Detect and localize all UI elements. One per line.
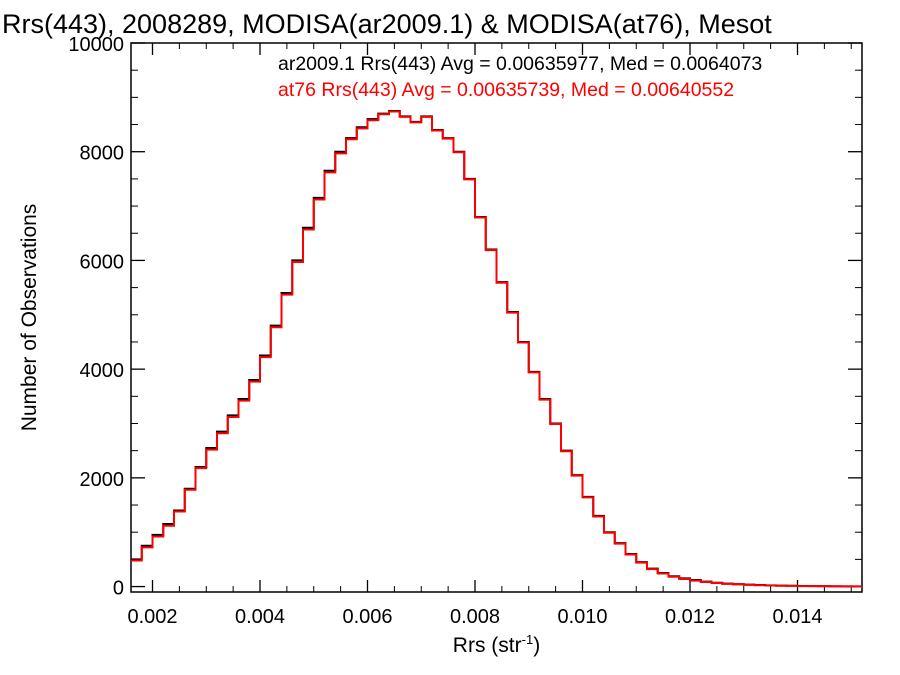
x-axis-ticks: 0.002 0.004 0.006 0.008 0.010 0.012 0.014 [127,43,852,628]
y-axis-ticks: 0 2000 4000 6000 8000 10000 [68,34,862,600]
chart-title: Rrs(443), 2008289, MODISA(ar2009.1) & MO… [2,9,772,39]
x-tick-label: 0.002 [127,606,177,628]
y-tick-label: 10000 [68,34,124,56]
x-tick-label: 0.012 [665,606,715,628]
plot-frame [130,42,863,593]
series-ar2009-line [131,109,862,588]
x-tick-label: 0.006 [342,606,392,628]
y-tick-label: 6000 [80,251,125,273]
x-axis-label: Rrs (str-1) [453,632,540,657]
x-tick-label: 0.004 [235,606,285,628]
series-at76-line [131,110,862,588]
x-axis-label-close: ) [533,634,540,657]
annotation-ar2009: ar2009.1 Rrs(443) Avg = 0.00635977, Med … [278,53,762,75]
annotation-at76: at76 Rrs(443) Avg = 0.00635739, Med = 0.… [278,79,734,101]
y-tick-label: 2000 [80,469,125,491]
y-tick-label: 4000 [80,360,125,382]
x-tick-label: 0.010 [557,606,607,628]
y-tick-label: 0 [113,578,124,600]
x-tick-label: 0.014 [772,606,822,628]
x-tick-label: 0.008 [450,606,500,628]
x-axis-label-main: Rrs (str [453,634,522,657]
y-axis-label: Number of Observations [18,204,41,432]
series-layer [131,109,862,588]
y-tick-label: 8000 [80,143,125,165]
x-axis-label-superscript: -1 [522,632,534,647]
